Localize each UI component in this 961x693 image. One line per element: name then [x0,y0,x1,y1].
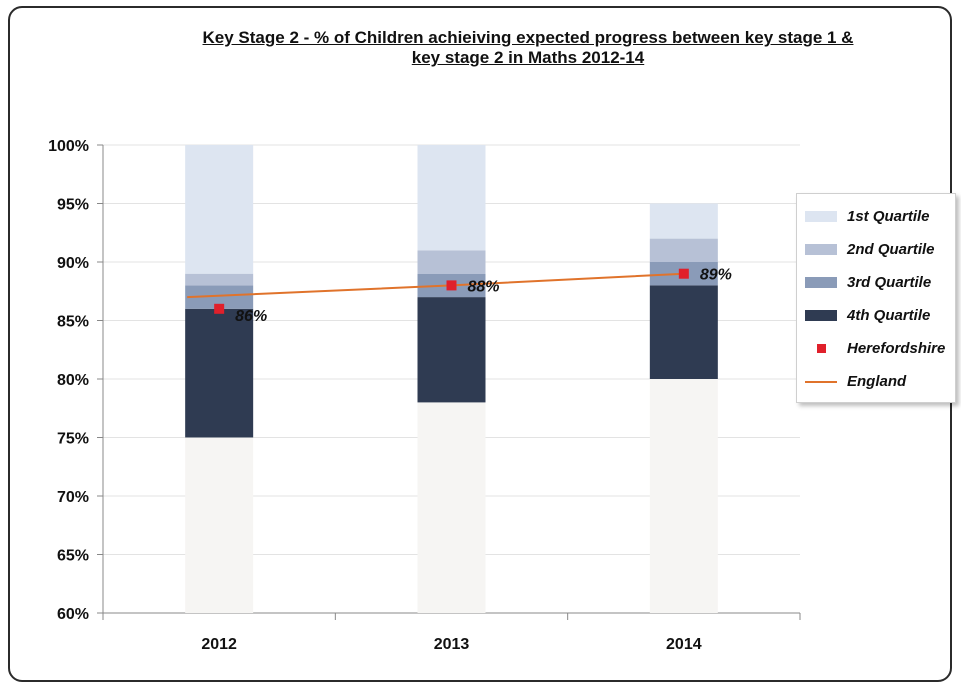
chart-legend: 1st Quartile 2nd Quartile 3rd Quartile 4… [796,193,956,403]
marker-herefordshire-2012 [214,303,225,314]
legend-label-2nd-quartile: 2nd Quartile [847,240,935,258]
x-tick-label: 2013 [434,636,470,653]
bar-3rd-quartile-2012 [185,285,254,309]
y-tick-label: 85% [57,314,89,331]
bar-base-2013 [417,402,486,613]
legend-swatch-1st-quartile [805,210,837,222]
bar-base-2014 [649,379,718,613]
bar-4th-quartile-2014 [649,285,718,379]
legend-label-herefordshire: Herefordshire [847,339,946,357]
chart-title-line-1: Key Stage 2 - % of Children achieiving e… [202,28,854,47]
y-tick-label: 95% [57,197,89,214]
legend-item-england: England [805,371,906,391]
y-tick-label: 80% [57,372,89,389]
bar-2nd-quartile-2014 [649,238,718,262]
chart-title: Key Stage 2 - % of Children achieiving e… [0,28,961,68]
data-label-herefordshire-2013: 88% [468,278,500,295]
marker-herefordshire-2014 [678,268,689,279]
y-tick-label: 90% [57,255,89,272]
legend-item-4th-quartile: 4th Quartile [805,305,930,325]
chart-title-line-2: key stage 2 in Maths 2012-14 [411,48,645,67]
y-tick-label: 100% [48,138,89,155]
data-label-herefordshire-2012: 86% [235,308,267,325]
bar-4th-quartile-2013 [417,297,486,403]
legend-swatch-2nd-quartile [805,243,837,255]
bar-2nd-quartile-2012 [185,273,254,286]
marker-herefordshire-2013 [446,280,457,291]
legend-label-england: England [847,372,907,390]
x-tick-label: 2012 [201,636,237,653]
data-label-herefordshire-2014: 89% [700,267,732,284]
y-tick-label: 75% [57,431,89,448]
legend-swatch-3rd-quartile [805,276,837,288]
bar-4th-quartile-2012 [185,308,254,438]
x-tick-label: 2014 [666,636,702,653]
bar-1st-quartile-2013 [417,145,486,251]
legend-label-1st-quartile: 1st Quartile [847,207,930,225]
legend-item-2nd-quartile: 2nd Quartile [805,239,935,259]
legend-line-england [805,376,837,387]
legend-label-3rd-quartile: 3rd Quartile [847,273,932,291]
legend-item-3rd-quartile: 3rd Quartile [805,272,931,292]
bar-base-2012 [185,437,254,613]
legend-swatch-4th-quartile [805,309,837,321]
y-tick-label: 60% [57,606,89,623]
bar-1st-quartile-2014 [649,203,718,239]
legend-item-1st-quartile: 1st Quartile [805,206,930,226]
legend-label-4th-quartile: 4th Quartile [847,306,931,324]
y-tick-label: 65% [57,548,89,565]
legend-marker-herefordshire [805,343,837,354]
y-tick-label: 70% [57,489,89,506]
bar-2nd-quartile-2013 [417,250,486,274]
legend-item-herefordshire: Herefordshire [805,338,945,358]
bar-1st-quartile-2012 [185,145,254,274]
